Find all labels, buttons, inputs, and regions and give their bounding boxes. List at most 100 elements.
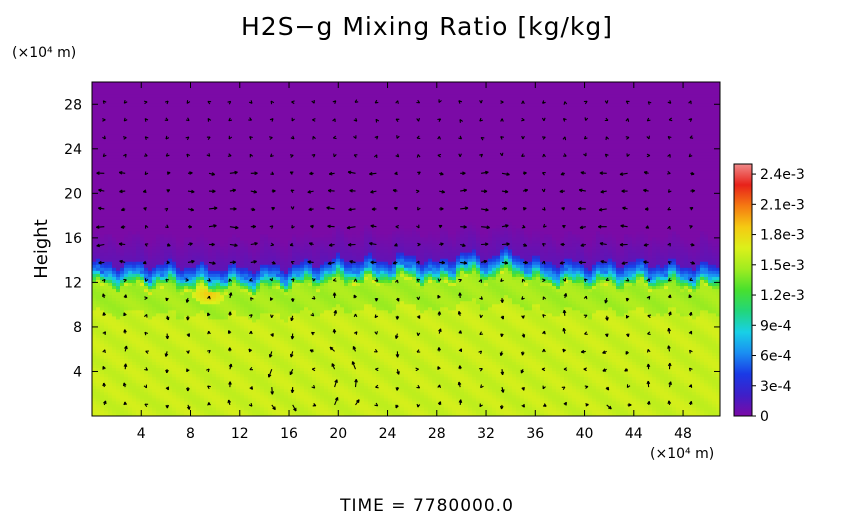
- flow-arrow: [458, 348, 463, 353]
- flow-arrow: [229, 170, 238, 175]
- flow-arrow: [499, 152, 504, 157]
- flow-arrow: [602, 350, 607, 354]
- flow-arrow: [437, 118, 442, 122]
- flow-arrow: [643, 260, 649, 264]
- flow-arrow: [229, 243, 238, 248]
- flow-arrow: [166, 189, 171, 193]
- flow-arrow: [332, 329, 337, 334]
- flow-arrow: [248, 314, 253, 318]
- flow-arrow: [501, 260, 509, 265]
- flow-arrow: [228, 292, 233, 299]
- flow-arrow: [250, 241, 258, 246]
- flow-arrow: [208, 261, 216, 265]
- flow-arrow: [605, 315, 609, 321]
- flow-arrow: [290, 206, 295, 210]
- flow-arrow: [438, 328, 442, 334]
- flow-arrow: [580, 171, 586, 175]
- flow-arrow: [97, 206, 105, 211]
- flow-arrow: [311, 100, 315, 104]
- flow-arrow: [605, 136, 609, 141]
- flow-arrow: [166, 243, 171, 247]
- flow-arrow: [646, 400, 651, 405]
- flow-arrow: [646, 363, 651, 370]
- flow-arrow: [619, 242, 628, 247]
- velocity-vector-field: [96, 99, 696, 412]
- flow-arrow: [123, 363, 128, 370]
- flow-arrow: [563, 293, 568, 299]
- flow-arrow: [667, 294, 672, 299]
- flow-arrow: [207, 278, 211, 282]
- x-tick-label: 32: [477, 426, 495, 442]
- flow-arrow: [688, 330, 693, 335]
- flow-arrow: [646, 349, 651, 353]
- flow-arrow: [541, 117, 546, 122]
- flow-arrow: [229, 207, 237, 211]
- flow-arrow: [208, 224, 217, 228]
- flow-arrow: [522, 243, 528, 247]
- flow-arrow: [207, 118, 212, 122]
- flow-arrow: [101, 278, 106, 283]
- flow-arrow: [520, 351, 525, 356]
- flow-arrow: [439, 189, 446, 194]
- flow-arrow: [561, 206, 565, 211]
- flow-arrow: [621, 261, 628, 265]
- flow-arrow: [375, 384, 379, 389]
- flow-arrow: [311, 295, 316, 300]
- flow-arrow: [521, 224, 526, 229]
- flow-arrow: [394, 243, 398, 247]
- flow-arrow: [102, 331, 107, 335]
- flow-arrow: [144, 403, 149, 408]
- flow-arrow: [207, 385, 211, 390]
- flow-arrow: [457, 310, 462, 316]
- flow-arrow: [289, 351, 294, 358]
- flow-arrow: [560, 242, 565, 247]
- flow-arrow: [165, 297, 169, 302]
- flow-arrow: [308, 207, 314, 212]
- flow-arrow: [186, 368, 190, 373]
- flow-arrow: [165, 404, 170, 409]
- flow-arrow: [353, 278, 358, 283]
- flow-arrow: [416, 384, 421, 389]
- flow-arrow: [207, 295, 211, 300]
- flow-arrow: [626, 384, 631, 388]
- flow-arrow: [415, 189, 420, 194]
- flow-arrow: [416, 296, 421, 300]
- flow-arrow: [269, 277, 273, 282]
- flow-arrow: [290, 189, 295, 194]
- flow-arrow: [667, 400, 672, 405]
- flow-arrow: [583, 100, 588, 105]
- flow-arrow: [458, 292, 462, 299]
- flow-arrow: [458, 330, 463, 334]
- flow-arrow: [370, 260, 377, 265]
- flow-arrow: [228, 278, 233, 283]
- flow-arrow: [269, 136, 273, 140]
- flow-arrow: [437, 347, 441, 352]
- flow-arrow: [145, 224, 149, 229]
- flow-arrow: [353, 118, 358, 122]
- flow-arrow: [481, 225, 490, 230]
- colorbar-label: 3e-4: [760, 379, 792, 395]
- flow-arrow: [559, 189, 565, 194]
- flow-arrow: [144, 367, 148, 371]
- flow-arrow: [667, 327, 671, 334]
- flow-arrow: [249, 330, 253, 335]
- flow-arrow: [479, 314, 484, 319]
- flow-arrow: [578, 188, 586, 193]
- flow-arrow: [311, 384, 316, 389]
- flow-arrow: [395, 315, 400, 320]
- flow-arrow: [395, 224, 399, 229]
- flow-arrow: [165, 315, 170, 321]
- flow-arrow: [248, 100, 253, 104]
- flow-arrow: [457, 381, 462, 388]
- flow-arrow: [437, 153, 442, 158]
- flow-arrow: [460, 243, 466, 247]
- flow-arrow: [689, 207, 694, 211]
- flow-arrow: [667, 362, 672, 370]
- flow-arrow: [395, 387, 400, 391]
- flow-arrow: [625, 277, 630, 282]
- flow-arrow: [166, 171, 171, 176]
- flow-arrow: [624, 368, 628, 372]
- flow-arrow: [643, 243, 649, 247]
- time-annotation: TIME = 7780000.0: [340, 496, 514, 516]
- flow-arrow: [310, 224, 314, 229]
